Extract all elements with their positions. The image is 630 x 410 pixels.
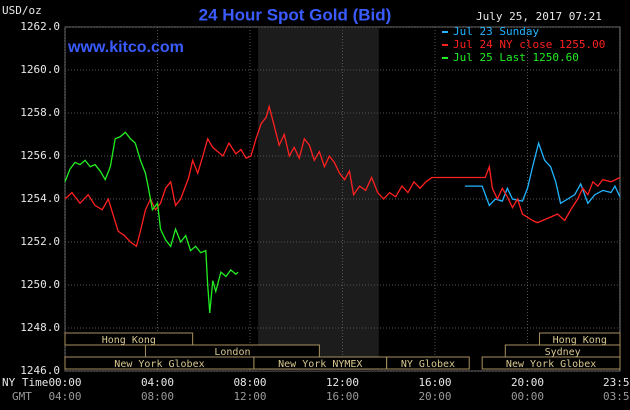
y-tick-label: 1252.0 <box>20 235 60 248</box>
y-tick-label: 1258.0 <box>20 106 60 119</box>
x-tick-label: 08:00 <box>233 376 266 389</box>
y-tick-label: 1246.0 <box>20 364 60 377</box>
y-tick-label: 1256.0 <box>20 149 60 162</box>
x2-tick-label: 08:00 <box>141 390 174 403</box>
x-tick-label: 04:00 <box>141 376 174 389</box>
x2-tick-label: 16:00 <box>326 390 359 403</box>
session-box <box>386 356 470 370</box>
session-box <box>64 332 194 346</box>
session-label: London <box>214 347 250 358</box>
series-line <box>64 131 239 314</box>
legend-label: Jul 23 Sunday <box>453 25 539 38</box>
x-tick-label: 23:59 <box>603 376 630 389</box>
x-tick-label: 00:00 <box>48 376 81 389</box>
x2-tick-label: 20:00 <box>418 390 451 403</box>
x2-tick-label: 03:59 <box>603 390 630 403</box>
site-label: www.kitco.com <box>67 39 184 56</box>
shaded-region <box>258 28 379 371</box>
timestamp: July 25, 2017 07:21 <box>476 10 602 23</box>
y-tick-label: 1250.0 <box>20 278 60 291</box>
session-label: Hong Kong <box>102 335 156 346</box>
x2-tick-label: 04:00 <box>48 390 81 403</box>
session-box <box>481 356 621 370</box>
series-line <box>465 140 621 207</box>
x-axis-label: NY Time <box>2 376 48 389</box>
x2-tick-label: 12:00 <box>233 390 266 403</box>
session-label: NY Globex <box>401 359 455 370</box>
y-tick-label: 1262.0 <box>20 20 60 33</box>
legend-label: Jul 24 NY close 1255.00 <box>453 38 605 51</box>
chart-title: 24 Hour Spot Gold (Bid) <box>199 5 392 24</box>
session-label: New York Globex <box>114 359 204 370</box>
y-axis-label: USD/oz <box>2 4 42 17</box>
x-tick-label: 16:00 <box>418 376 451 389</box>
session-label: New York NYMEX <box>278 359 362 370</box>
session-label: Sydney <box>545 347 581 358</box>
series-line <box>64 104 621 248</box>
x2-axis-label: GMT <box>12 390 32 403</box>
y-tick-label: 1248.0 <box>20 321 60 334</box>
session-label: Hong Kong <box>553 335 607 346</box>
legend-label: Jul 25 Last 1250.60 <box>453 51 579 64</box>
x-tick-label: 20:00 <box>511 376 544 389</box>
y-tick-label: 1254.0 <box>20 192 60 205</box>
session-label: New York Globex <box>506 359 596 370</box>
y-tick-label: 1260.0 <box>20 63 60 76</box>
x2-tick-label: 00:00 <box>511 390 544 403</box>
x-tick-label: 12:00 <box>326 376 359 389</box>
